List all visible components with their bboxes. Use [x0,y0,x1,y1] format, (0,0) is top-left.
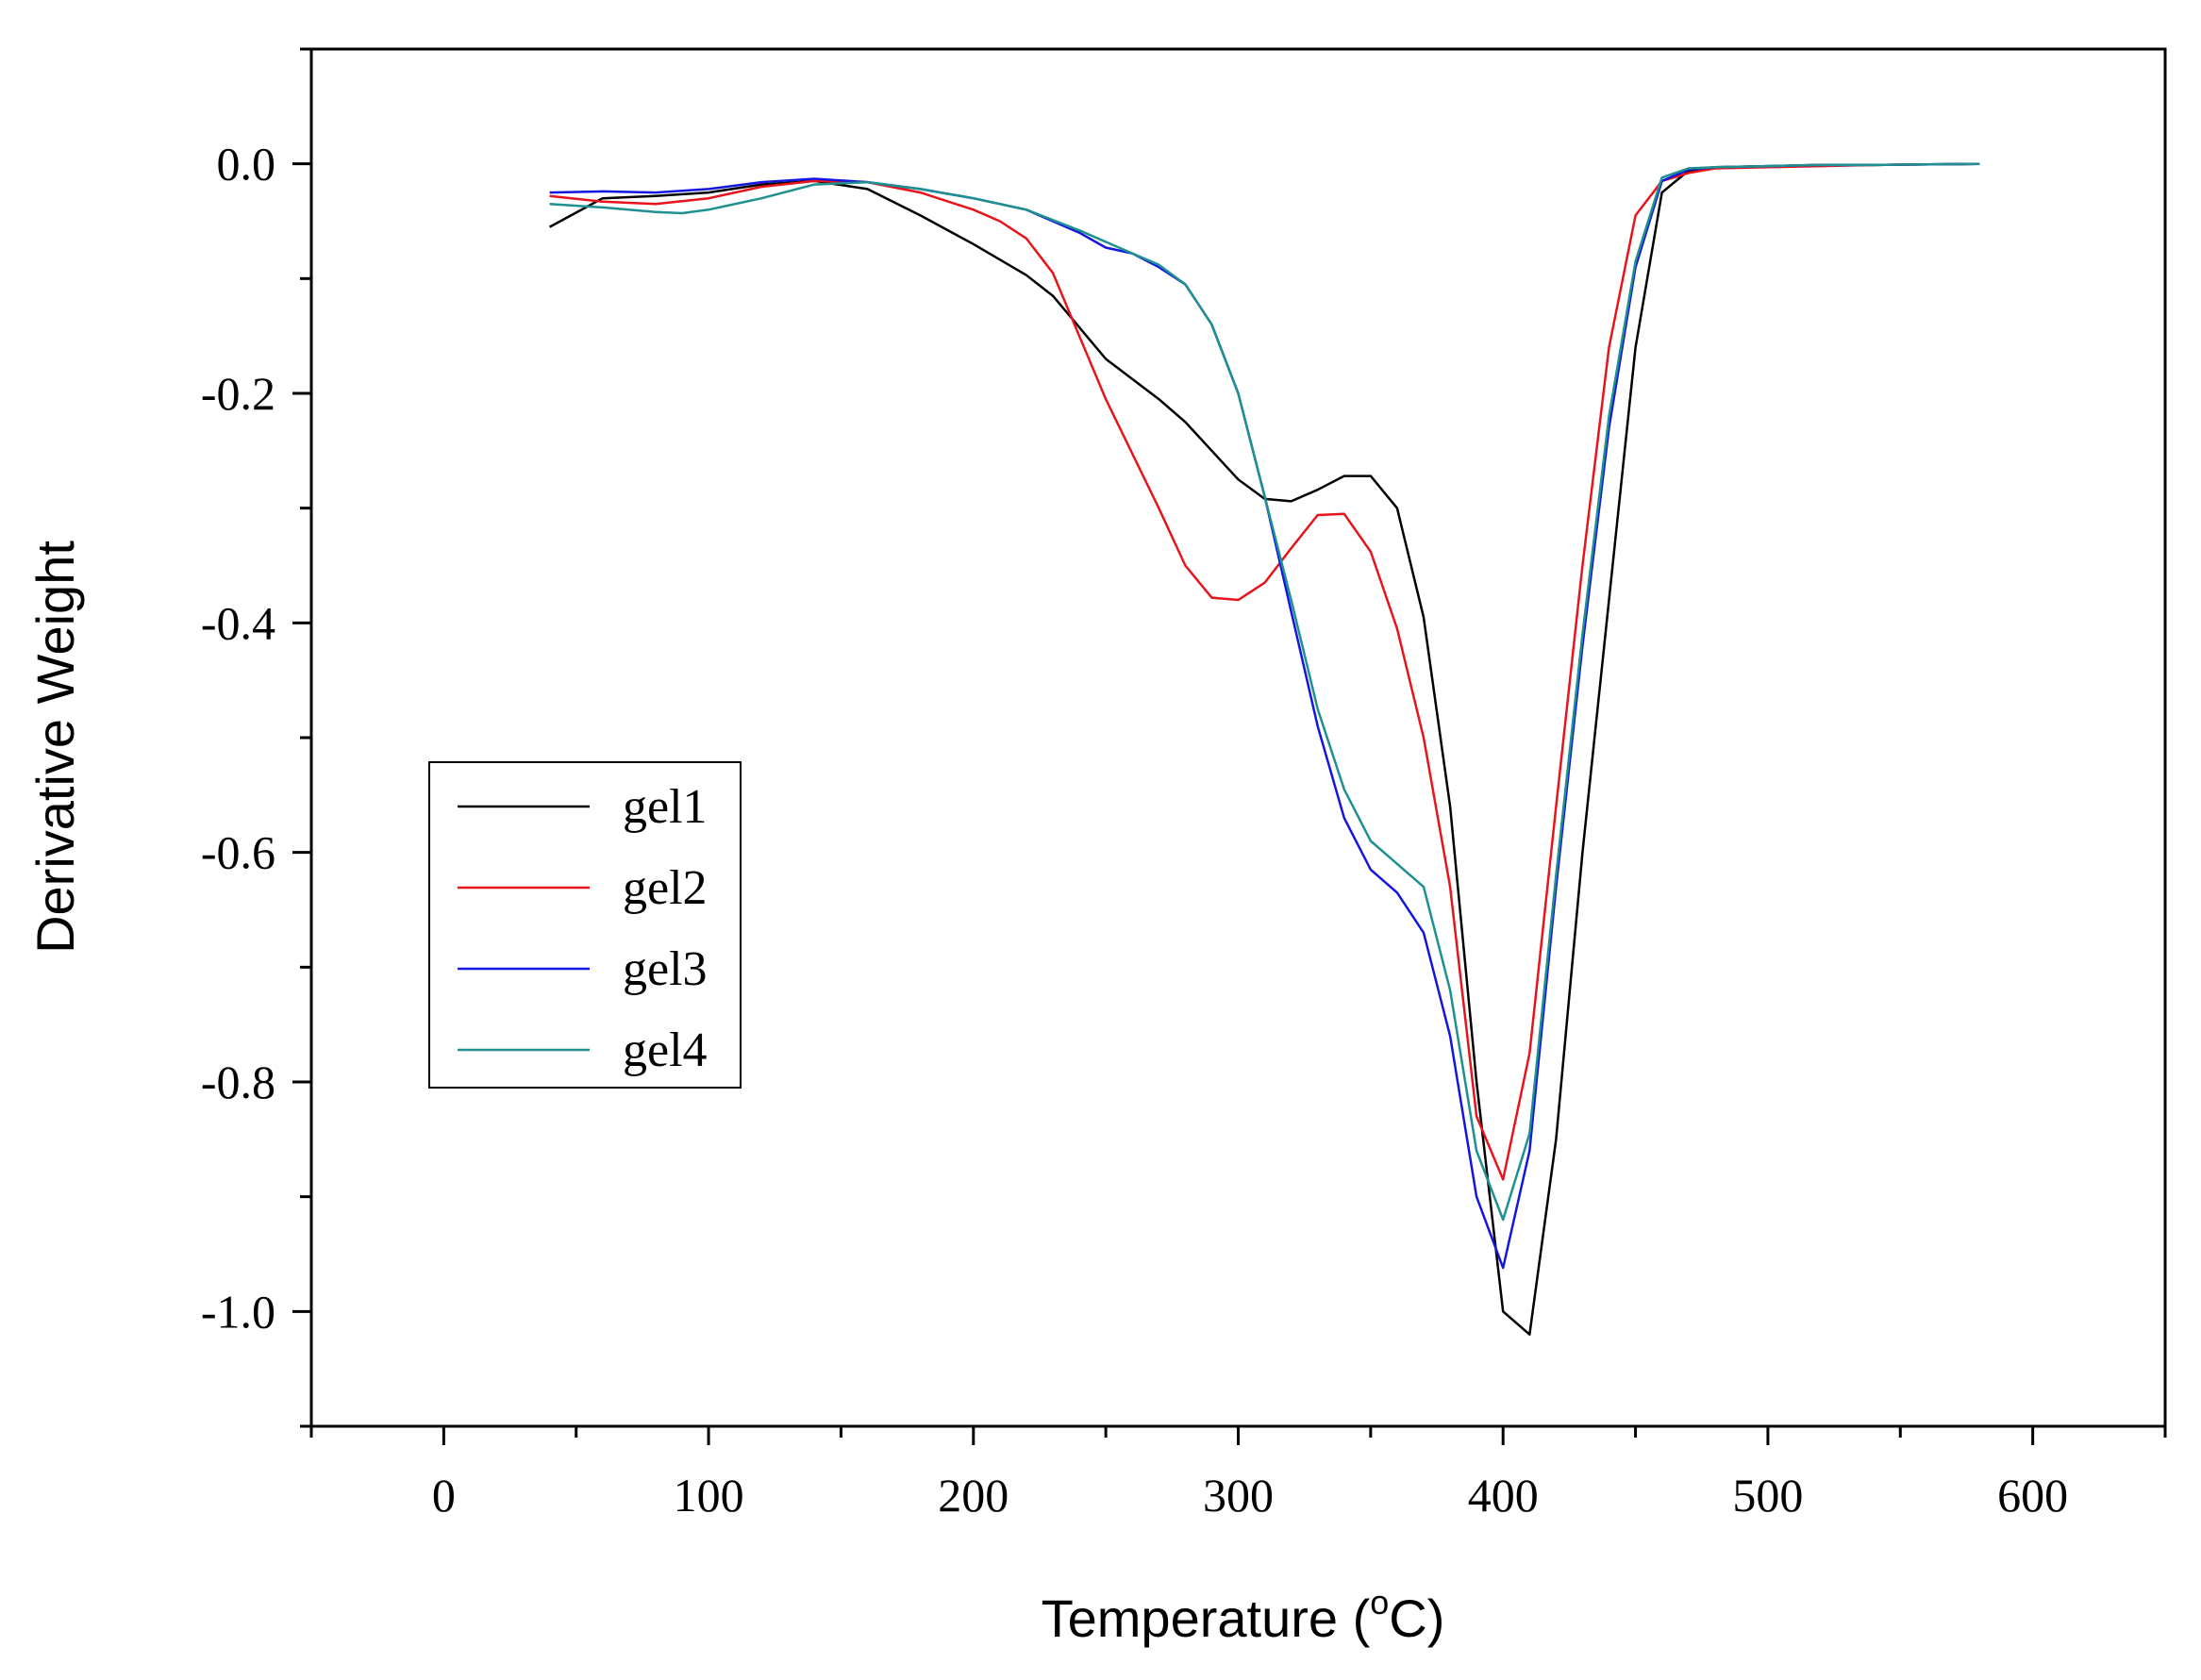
x-axis-title: Temperature (oC) [1042,1583,1445,1648]
x-axis-title-unit: C) [1389,1589,1444,1648]
legend-label-gel4: gel4 [623,1023,708,1077]
series-line-gel1 [549,162,1980,1336]
x-tick-label: 300 [1203,1469,1274,1522]
x-tick-labels: 0 100 200 300 400 500 600 [432,1469,2068,1522]
y-axis-title: Derivative Weight [25,541,85,954]
legend: gel1 gel2 gel3 gel4 [428,761,742,1089]
y-tick-labels: 0.0 -0.2 -0.4 -0.6 -0.8 -1.0 [201,138,275,1339]
y-tick-label: -0.2 [201,367,275,420]
x-axis-ticks [309,1426,2167,1445]
y-tick-label: -0.8 [201,1056,275,1108]
series-line-gel4 [549,162,1980,1222]
x-tick-label: 100 [674,1469,744,1522]
y-tick-label: -0.6 [201,826,275,879]
x-tick-label: 600 [1997,1469,2068,1522]
legend-label-gel3: gel3 [623,942,708,996]
y-tick-label: -1.0 [201,1285,275,1338]
x-tick-label: 500 [1732,1469,1803,1522]
x-tick-label: 0 [432,1469,456,1522]
y-axis-ticks [292,47,311,1428]
y-tick-label: 0.0 [217,138,276,191]
legend-box [428,761,742,1089]
legend-label-gel1: gel1 [623,780,708,834]
x-tick-label: 200 [938,1469,1009,1522]
series-layer [549,162,1980,1336]
plot-frame [309,47,2167,1428]
x-tick-label: 400 [1468,1469,1539,1522]
y-tick-label: -0.4 [201,596,275,649]
x-axis-title-main: Temperature ( [1042,1589,1371,1648]
x-axis-title-degree: o [1370,1583,1389,1622]
legend-label-gel2: gel2 [623,861,708,915]
